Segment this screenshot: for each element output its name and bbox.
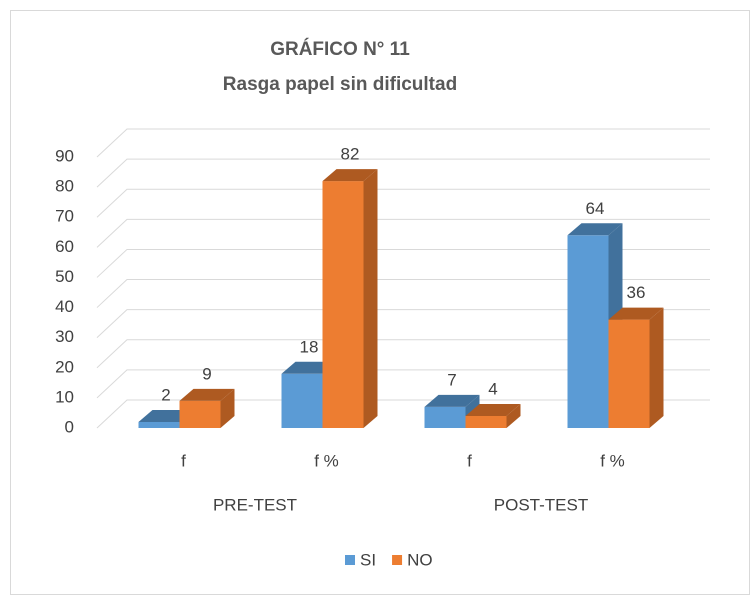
- chart-frame: [10, 10, 750, 595]
- y-tick-label: 80: [55, 177, 74, 196]
- y-tick-label: 50: [55, 267, 74, 286]
- chart-subtitle: Rasga papel sin dificultad: [223, 74, 457, 95]
- bar: [465, 415, 507, 428]
- y-tick-label: 30: [55, 327, 74, 346]
- bar: [138, 421, 180, 428]
- group-label: POST-TEST: [494, 495, 588, 514]
- grid-line: [96, 279, 710, 308]
- y-tick-label: 0: [65, 417, 74, 436]
- legend-swatch: [392, 555, 403, 565]
- bar-top: [465, 403, 521, 416]
- data-label: 64: [586, 199, 605, 218]
- legend-label: SI: [360, 550, 376, 569]
- data-label: 36: [627, 283, 646, 302]
- data-label: 9: [202, 364, 211, 383]
- bar-side: [506, 403, 521, 428]
- bar-top: [179, 388, 235, 401]
- bar: [179, 400, 221, 428]
- y-tick-label: 60: [55, 237, 74, 256]
- legend-swatch: [345, 555, 355, 565]
- group-label: PRE-TEST: [213, 495, 297, 514]
- data-label: 18: [300, 337, 319, 356]
- bar-side: [220, 388, 235, 428]
- y-tick-label: 40: [55, 297, 74, 316]
- grid-line: [96, 128, 710, 158]
- x-tick-label: f %: [314, 451, 339, 470]
- bar: [424, 406, 466, 428]
- x-tick-label: f: [467, 451, 472, 470]
- y-tick-label: 10: [55, 387, 74, 406]
- bar-top: [424, 394, 480, 407]
- grid-line: [96, 248, 710, 278]
- y-tick-label: 90: [55, 146, 74, 165]
- data-label: 4: [488, 379, 497, 398]
- grid-line: [96, 218, 710, 248]
- data-label: 2: [161, 385, 170, 404]
- bar: [281, 373, 323, 428]
- data-label: 82: [341, 145, 360, 164]
- legend-label: NO: [407, 550, 433, 569]
- grid-line: [96, 399, 710, 429]
- grid-line: [96, 158, 710, 188]
- grid-line: [96, 369, 710, 399]
- bar-side: [649, 307, 664, 428]
- data-label: 7: [447, 370, 456, 389]
- bar-side: [363, 169, 378, 429]
- bar-top: [567, 223, 623, 236]
- chart-title: GRÁFICO N° 11: [270, 38, 410, 60]
- bar: [322, 181, 364, 428]
- y-tick-label: 20: [55, 357, 74, 376]
- y-tick-label: 70: [55, 207, 74, 226]
- bar: [608, 319, 650, 428]
- bar-top: [322, 169, 378, 182]
- bar: [567, 235, 609, 428]
- grid-line: [96, 339, 710, 369]
- x-tick-label: f %: [600, 451, 625, 470]
- bar-top: [608, 307, 664, 320]
- x-tick-label: f: [181, 451, 186, 470]
- grid-line: [96, 309, 710, 339]
- grid-line: [96, 188, 710, 218]
